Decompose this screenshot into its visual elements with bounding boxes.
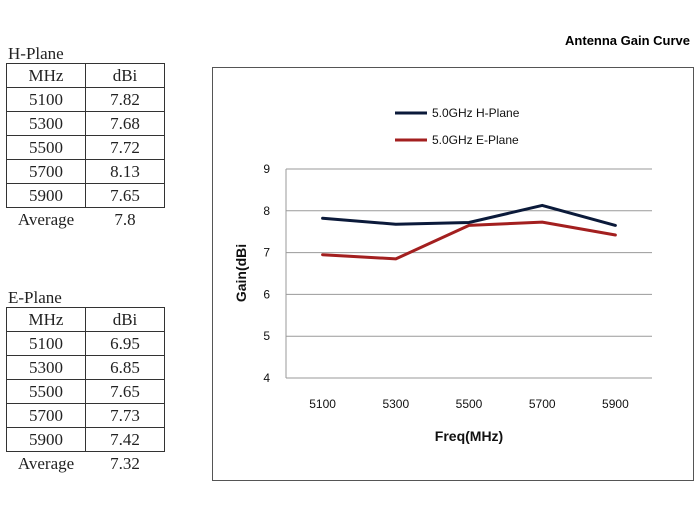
gain-cell: 8.13 xyxy=(85,159,165,184)
x-tick-label: 5700 xyxy=(529,397,556,411)
y-tick-label: 5 xyxy=(263,329,270,343)
legend-label: 5.0GHz E-Plane xyxy=(432,133,519,147)
average-value: 7.8 xyxy=(114,209,136,229)
freq-cell: 5500 xyxy=(6,379,86,404)
average-value: 7.32 xyxy=(110,453,140,473)
gain-cell: 7.73 xyxy=(85,403,165,428)
table-row: 5100 7.82 xyxy=(6,87,165,112)
x-tick-label: 5300 xyxy=(382,397,409,411)
y-tick-label: 6 xyxy=(263,287,270,301)
table-row: 5100 6.95 xyxy=(6,331,165,356)
x-tick-label: 5900 xyxy=(602,397,629,411)
table-row: 5900 7.42 xyxy=(6,427,165,452)
freq-cell: 5100 xyxy=(6,331,86,356)
e-plane-title: E-Plane xyxy=(8,288,62,307)
chart-frame xyxy=(212,67,694,481)
series-line-h-plane xyxy=(321,203,617,227)
x-tick-label: 5100 xyxy=(309,397,336,411)
dbi-header: dBi xyxy=(85,63,165,88)
y-tick-label: 4 xyxy=(263,371,270,385)
x-tick-label: 5500 xyxy=(456,397,483,411)
mhz-header: MHz xyxy=(6,307,86,332)
table-row: 5500 7.72 xyxy=(6,135,165,160)
average-row: Average 7.32 xyxy=(7,452,165,476)
h-plane-title: H-Plane xyxy=(8,44,64,63)
gain-cell: 7.42 xyxy=(85,427,165,452)
y-axis-title: Gain(dBi xyxy=(233,244,249,302)
average-row: Average 7.8 xyxy=(7,208,165,232)
series-line-e-plane xyxy=(321,220,617,261)
h-plane-table: MHz dBi 5100 7.82 5300 7.68 5500 7.72 5700 8… xyxy=(6,63,165,231)
gain-cell: 7.65 xyxy=(85,379,165,404)
gain-cell: 7.72 xyxy=(85,135,165,160)
freq-cell: 5900 xyxy=(6,183,86,208)
table-header-row: MHz dBi xyxy=(6,307,165,332)
mhz-header: MHz xyxy=(6,63,86,88)
table-header-row: MHz dBi xyxy=(6,63,165,88)
table-row: 5900 7.65 xyxy=(6,183,165,208)
gain-cell: 7.82 xyxy=(85,87,165,112)
freq-cell: 5500 xyxy=(6,135,86,160)
y-tick-label: 9 xyxy=(263,162,270,176)
table-row: 5700 7.73 xyxy=(6,403,165,428)
e-plane-table: MHz dBi 5100 6.95 5300 6.85 5500 7.65 5700 7… xyxy=(6,307,165,475)
gain-cell: 7.65 xyxy=(85,183,165,208)
y-tick-label: 8 xyxy=(263,204,270,218)
average-label: Average xyxy=(17,453,75,473)
freq-cell: 5900 xyxy=(6,427,86,452)
freq-cell: 5100 xyxy=(6,87,86,112)
dbi-header: dBi xyxy=(85,307,165,332)
freq-cell: 5700 xyxy=(6,403,86,428)
x-axis-title: Freq(MHz) xyxy=(435,428,503,444)
chart-title: Antenna Gain Curve xyxy=(565,33,690,48)
table-row: 5500 7.65 xyxy=(6,379,165,404)
average-label: Average xyxy=(17,209,75,229)
table-row: 5300 7.68 xyxy=(6,111,165,136)
y-tick-label: 7 xyxy=(263,246,270,260)
legend-label: 5.0GHz H-Plane xyxy=(432,106,520,120)
